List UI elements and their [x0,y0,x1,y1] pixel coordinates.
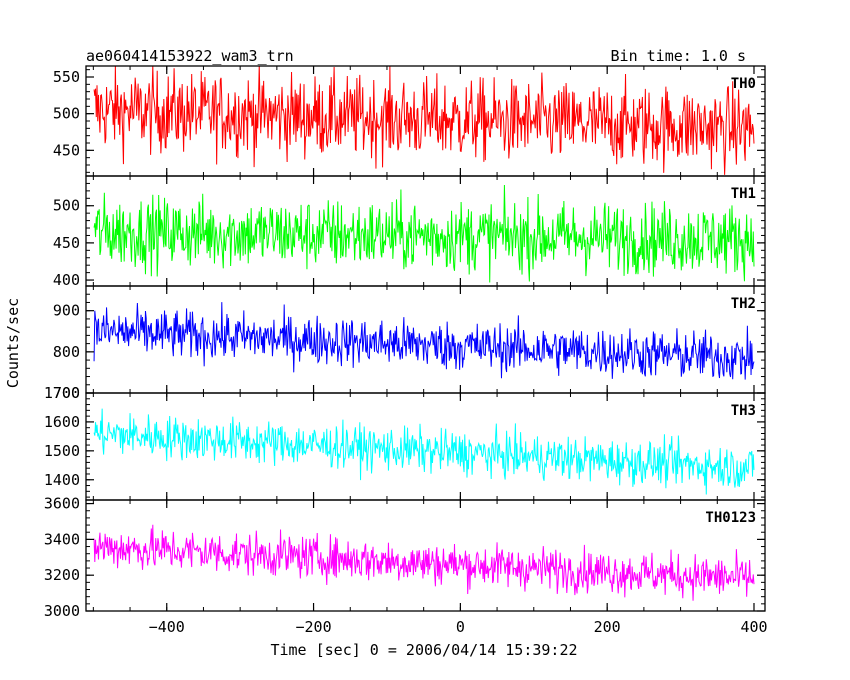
y-tick-label: 450 [53,234,80,252]
panel-name-label: TH0 [731,76,756,92]
panel-name-label: TH0123 [705,510,756,526]
series-th0123 [93,524,755,601]
y-tick-label: 800 [53,343,80,361]
x-tick-label: −400 [149,618,185,636]
panel-frame [85,392,766,501]
y-tick-label: 1400 [44,471,80,489]
panel-th2: 700 800 900 TH2 [53,285,766,402]
y-tick-label: 3200 [44,566,80,584]
bin-time-label: Bin time: 1.0 s [611,47,746,65]
x-tick-label: 200 [594,618,621,636]
y-tick-label: 1500 [44,442,80,460]
panel-name-label: TH3 [731,403,756,419]
y-tick-label: 500 [53,197,80,215]
x-tick-label: −200 [295,618,331,636]
series-th2 [93,302,755,380]
panel-th0: 450 500 550 TH0 [53,65,766,177]
y-tick-label: 400 [53,271,80,289]
series-th3 [93,408,755,495]
y-tick-label: 1600 [44,413,80,431]
x-tick-label: 0 [456,618,465,636]
y-tick-label: 550 [53,68,80,86]
chart-title: ae060414153922_wam3_trn [86,47,294,65]
panel-name-label: TH2 [731,296,756,312]
y-tick-label: 3600 [44,495,80,513]
y-tick-label: 3400 [44,530,80,548]
panel-th0123: 3000 3200 3400 3600 TH0123 [44,495,766,620]
series-th0 [93,66,755,175]
y-tick-label: 900 [53,302,80,320]
y-tick-label: 1700 [44,384,80,402]
x-axis: −400 −200 0 200 400 [149,618,768,636]
y-tick-label: 450 [53,141,80,159]
y-axis-label: Counts/sec [4,298,22,388]
series-th1 [93,184,755,283]
x-axis-label: Time [sec] 0 = 2006/04/14 15:39:22 [270,641,577,659]
y-tick-label: 500 [53,105,80,123]
panel-frame [85,499,766,612]
x-tick-label: 400 [740,618,767,636]
y-tick-label: 3000 [44,602,80,620]
panel-th1: 400 450 500 TH1 [53,175,766,289]
panel-th3: 1400 1500 1600 1700 TH3 [44,384,766,501]
y-tick-label: 700 [53,384,80,402]
panels-group: 450 500 550 TH0 400 450 500 TH1 700 800 900 TH2 1400… [44,65,766,620]
panel-name-label: TH1 [731,186,756,202]
